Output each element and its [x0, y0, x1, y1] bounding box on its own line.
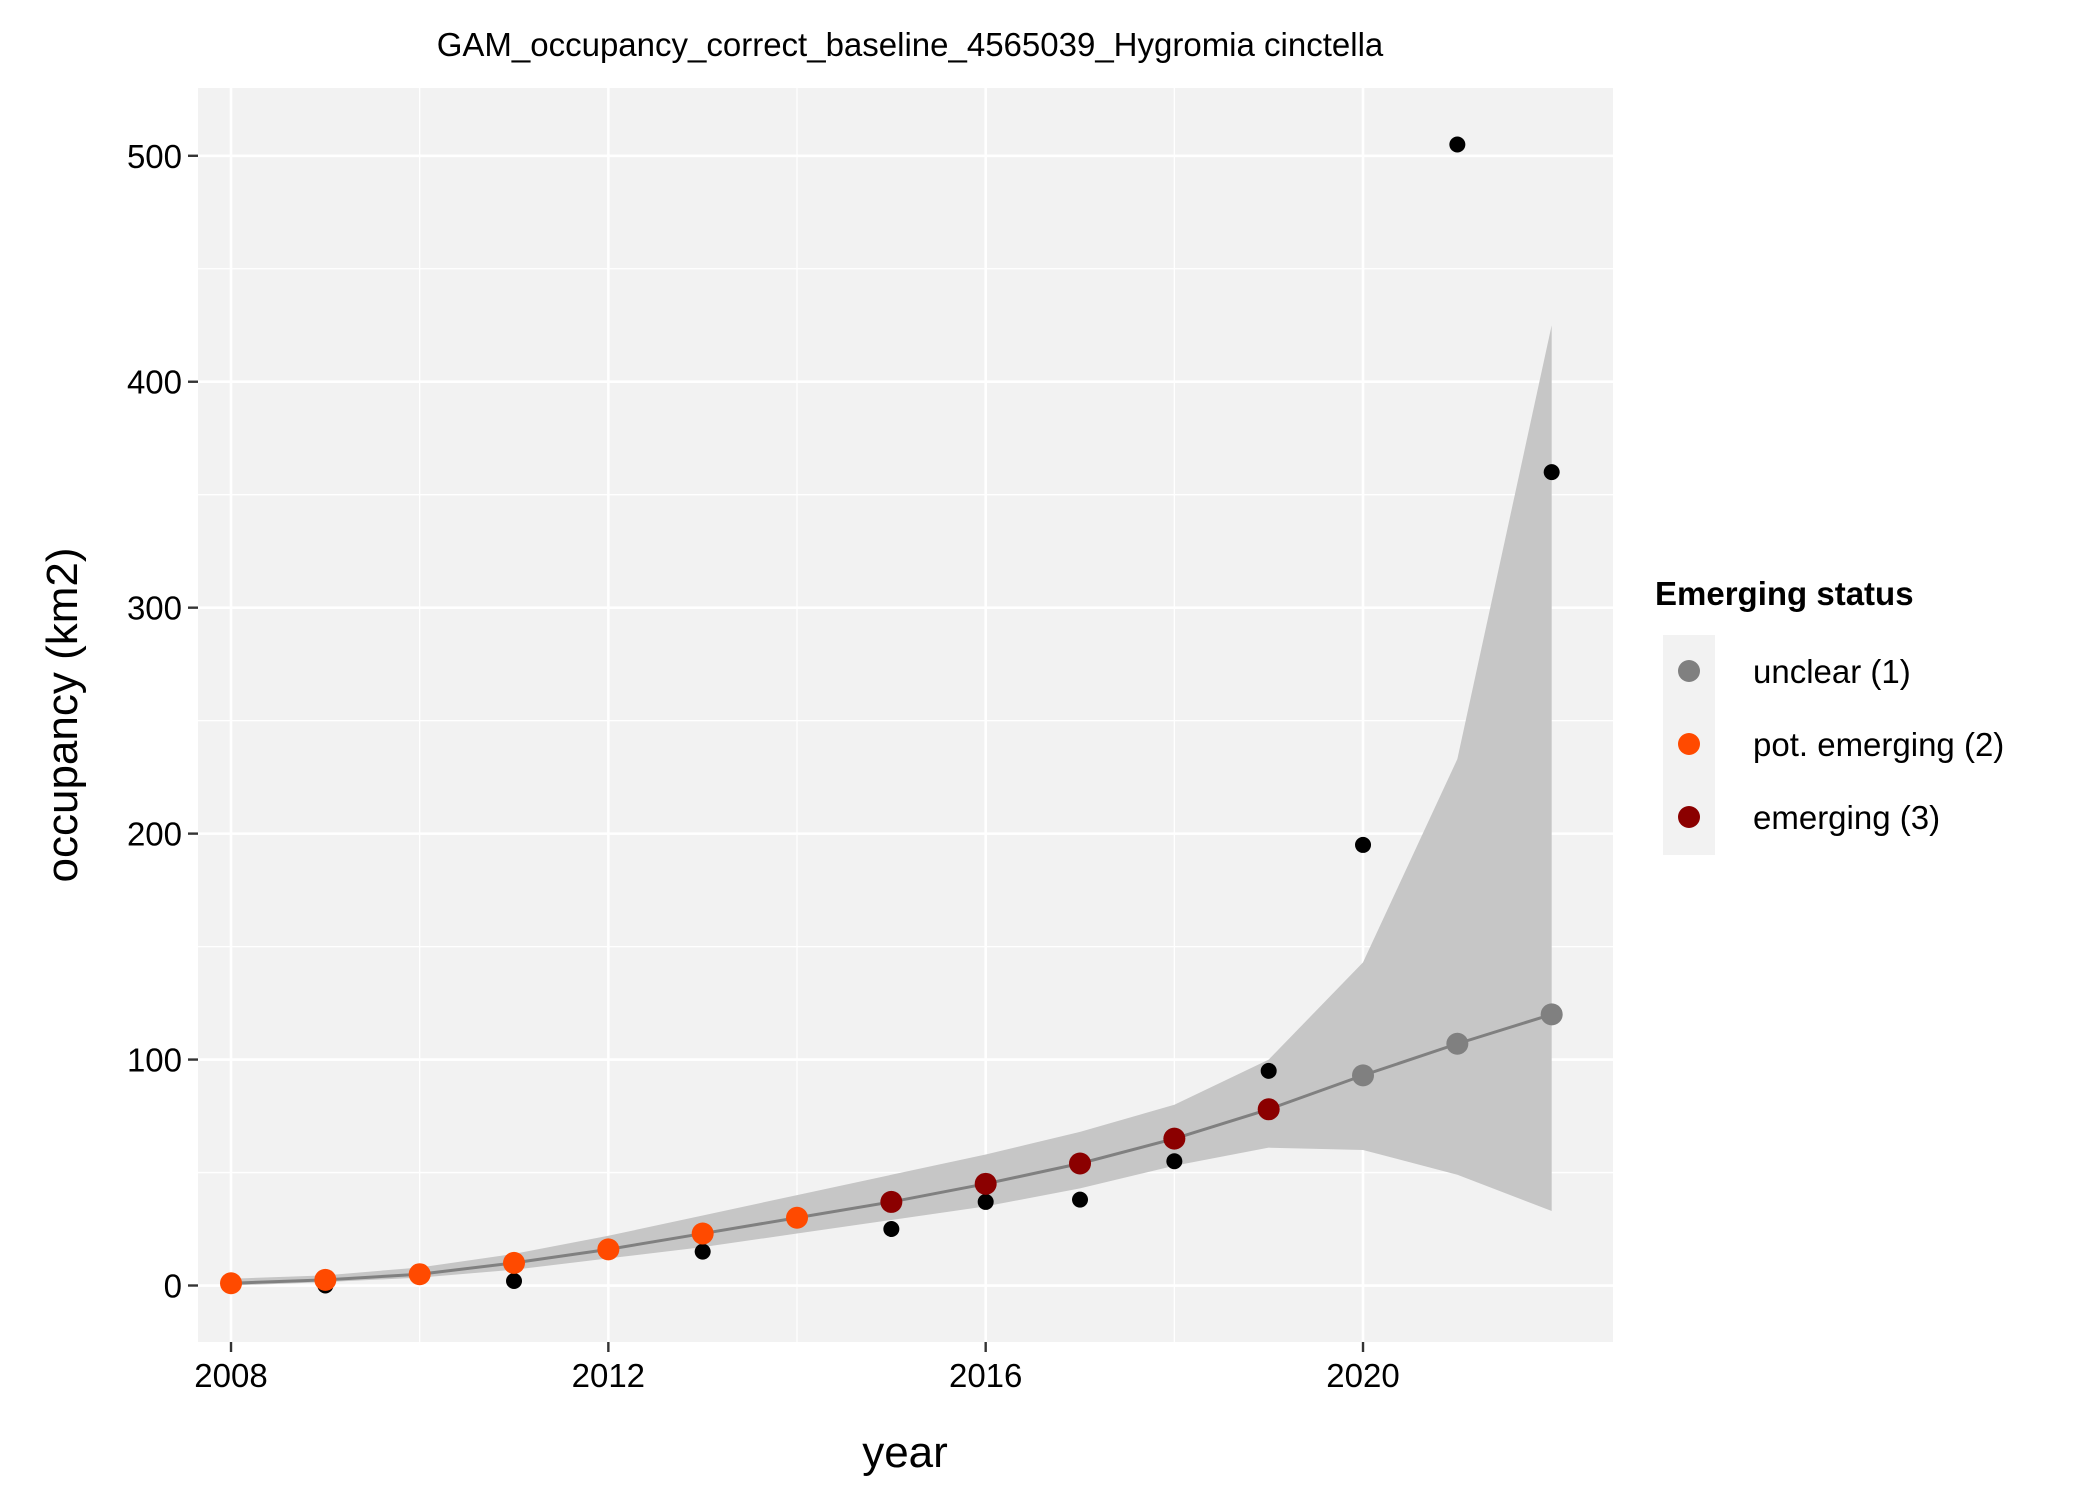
legend: Emerging status unclear (1) pot. emergin…: [1655, 575, 2004, 855]
y-tick-label: 100: [127, 1042, 182, 1079]
x-tick-label: 2020: [1326, 1357, 1399, 1394]
fit-point: [1257, 1098, 1280, 1121]
observed-point: [1072, 1191, 1089, 1208]
y-tick-label: 200: [127, 816, 182, 853]
fit-point: [1446, 1032, 1469, 1055]
observed-point: [977, 1193, 994, 1210]
grid-major: [198, 88, 1613, 1342]
x-tick-label: 2016: [949, 1357, 1022, 1394]
fit-point: [220, 1272, 243, 1295]
x-tick-label: 2012: [572, 1357, 645, 1394]
y-tick-label: 300: [127, 590, 182, 627]
observed-point: [1166, 1153, 1183, 1170]
observed-point: [1260, 1062, 1277, 1079]
legend-title: Emerging status: [1655, 575, 1914, 612]
fit-point: [1069, 1152, 1092, 1175]
observed-point: [883, 1221, 900, 1238]
fit-point: [1540, 1003, 1563, 1026]
fit-point: [786, 1206, 809, 1229]
fit-point: [408, 1263, 431, 1286]
chart-title: GAM_occupancy_correct_baseline_4565039_H…: [437, 26, 1384, 63]
fit-point: [314, 1268, 337, 1291]
fit-point: [880, 1190, 903, 1213]
x-axis: 2008 2012 2016 2020: [194, 1342, 1400, 1394]
y-axis-label: occupancy (km2): [38, 547, 87, 882]
legend-label-emerging: emerging (3): [1753, 799, 1941, 836]
fit-point: [974, 1172, 997, 1195]
fit-points: [220, 1003, 1563, 1295]
legend-dot-pot-emerging: [1678, 733, 1700, 755]
observed-point: [1355, 836, 1372, 853]
fit-point: [503, 1251, 526, 1274]
observed-point: [1543, 464, 1560, 481]
fit-point: [1163, 1127, 1186, 1150]
observed-point: [694, 1243, 711, 1260]
y-tick-label: 0: [164, 1268, 182, 1305]
x-axis-label: year: [862, 1428, 948, 1477]
observed-point: [506, 1272, 523, 1289]
y-tick-label: 400: [127, 364, 182, 401]
x-tick-label: 2008: [194, 1357, 267, 1394]
legend-label-unclear: unclear (1): [1753, 653, 1911, 690]
legend-label-pot-emerging: pot. emerging (2): [1753, 726, 2005, 763]
observed-point: [1449, 136, 1466, 153]
fit-point: [597, 1238, 620, 1261]
fit-point: [691, 1222, 714, 1245]
legend-dot-emerging: [1678, 806, 1700, 828]
legend-dot-unclear: [1678, 660, 1700, 682]
y-tick-label: 500: [127, 138, 182, 175]
fit-point: [1352, 1064, 1375, 1087]
y-axis: 0 100 200 300 400 500: [127, 138, 198, 1305]
grid-minor: [198, 88, 1613, 1342]
